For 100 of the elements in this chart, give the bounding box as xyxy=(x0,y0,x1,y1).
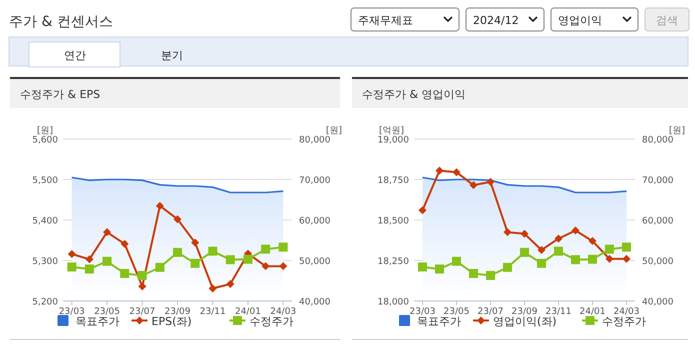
point xyxy=(469,268,478,278)
point xyxy=(68,250,76,258)
point xyxy=(84,264,94,274)
text: 연간 xyxy=(64,49,86,62)
y-axis-title: [억원] xyxy=(378,126,404,136)
point xyxy=(102,256,112,266)
point xyxy=(452,256,461,266)
point xyxy=(537,258,546,268)
x-tick-label: 23/07 xyxy=(129,307,156,317)
point xyxy=(606,254,614,263)
x-tick-label: 24/03 xyxy=(614,307,640,317)
point xyxy=(173,248,182,257)
y-tick-label: 18,750 xyxy=(378,176,410,186)
point xyxy=(278,242,288,252)
x-tick-label: 24/01 xyxy=(580,307,606,317)
y2-tick-label: 80,000 xyxy=(642,136,674,146)
y-tick-label: 18,250 xyxy=(378,257,410,267)
point xyxy=(208,284,217,292)
point xyxy=(605,244,614,254)
point xyxy=(418,206,426,214)
point xyxy=(103,228,112,236)
x-tick-label: 23/03 xyxy=(410,307,436,317)
point xyxy=(138,270,147,280)
point xyxy=(226,280,234,288)
legend-label: 영업이익(좌) xyxy=(493,315,557,328)
point xyxy=(503,262,512,272)
text: 2024/12 xyxy=(473,14,519,27)
point xyxy=(520,248,529,257)
point xyxy=(191,238,200,247)
point xyxy=(155,262,164,272)
y-tick-label: 5,200 xyxy=(32,298,58,308)
point xyxy=(470,181,478,190)
point xyxy=(572,226,580,235)
point xyxy=(120,240,129,248)
y2-tick-label: 70,000 xyxy=(642,176,674,186)
point xyxy=(452,168,460,176)
y2-tick-label: 50,000 xyxy=(642,257,674,267)
y2-axis-title: [원] xyxy=(326,126,342,136)
point xyxy=(538,246,546,254)
y2-tick-label: 40,000 xyxy=(642,298,674,308)
y2-tick-label: 60,000 xyxy=(299,216,331,226)
y2-tick-label: 80,000 xyxy=(299,136,331,146)
point xyxy=(138,282,146,290)
legend-label: EPS(좌) xyxy=(152,315,192,328)
y-tick-label: 18,000 xyxy=(378,298,410,308)
point xyxy=(486,270,495,280)
point xyxy=(588,237,596,246)
chart-title: 수정주가 & EPS xyxy=(20,88,100,101)
point xyxy=(436,166,444,175)
y2-tick-label: 40,000 xyxy=(299,298,331,308)
x-tick-label: 23/11 xyxy=(546,307,572,317)
y2-tick-label: 60,000 xyxy=(642,216,674,226)
point xyxy=(520,230,528,238)
y-tick-label: 5,400 xyxy=(32,216,58,226)
point xyxy=(226,255,235,264)
text: 분기 xyxy=(161,49,183,62)
y-tick-label: 5,500 xyxy=(32,176,58,186)
x-tick-label: 23/09 xyxy=(164,307,191,317)
y-axis-title: [원] xyxy=(36,126,53,136)
point xyxy=(622,254,630,263)
point xyxy=(262,262,270,270)
x-tick-label: 24/03 xyxy=(270,307,296,317)
point xyxy=(243,254,252,264)
point xyxy=(435,264,444,274)
point xyxy=(85,255,94,264)
y-tick-label: 5,300 xyxy=(32,257,58,267)
point xyxy=(208,246,218,256)
legend-label: 목표주가 xyxy=(417,315,461,328)
y-tick-label: 19,000 xyxy=(378,136,410,146)
y-tick-label: 18,500 xyxy=(378,216,410,226)
text: 주가 & 컨센서스 xyxy=(9,14,113,30)
legend-label: 목표주가 xyxy=(76,315,120,328)
point xyxy=(174,215,182,224)
point xyxy=(588,254,597,264)
text: 검색 xyxy=(656,14,678,27)
x-tick-label: 23/09 xyxy=(512,307,538,317)
point xyxy=(120,268,130,278)
y2-tick-label: 70,000 xyxy=(299,176,331,186)
x-tick-label: 23/05 xyxy=(94,307,120,317)
text: 영업이익 xyxy=(558,14,602,27)
point xyxy=(486,178,494,186)
x-tick-label: 23/07 xyxy=(478,307,504,317)
point xyxy=(190,258,200,268)
point xyxy=(67,262,76,272)
legend-label: 수정주가 xyxy=(250,315,294,328)
text: 주재무제표 xyxy=(358,14,413,27)
y-tick-label: 5,600 xyxy=(32,136,58,146)
x-tick-label: 23/03 xyxy=(58,307,85,317)
point xyxy=(418,262,427,272)
point xyxy=(571,255,580,264)
point xyxy=(622,242,631,252)
y2-axis-title: [원] xyxy=(668,126,685,136)
x-tick-label: 23/05 xyxy=(444,307,470,317)
point xyxy=(554,246,563,256)
point xyxy=(504,228,512,236)
point xyxy=(279,262,288,270)
point xyxy=(156,202,164,210)
legend-label: 수정주가 xyxy=(602,315,646,328)
x-tick-label: 23/11 xyxy=(200,307,226,317)
point xyxy=(554,234,562,243)
